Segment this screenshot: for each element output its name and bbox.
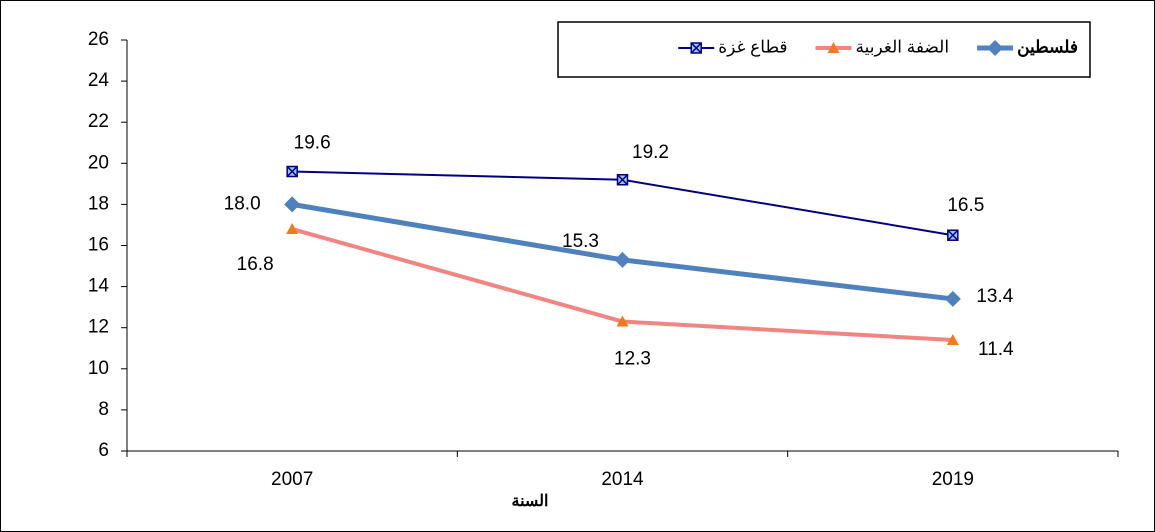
marker-cross [690, 42, 702, 54]
y-tick-label: 18 [88, 193, 109, 214]
y-tick-label: 22 [88, 111, 109, 132]
marker [827, 42, 840, 53]
y-tick-label: 20 [88, 152, 109, 173]
y-tick-label: 8 [98, 399, 109, 420]
value-label: 16.8 [237, 254, 274, 275]
value-label: 16.5 [947, 195, 984, 216]
marker [947, 229, 959, 241]
marker [987, 40, 1004, 56]
x-axis-label: السنة [512, 493, 549, 510]
y-tick-label: 16 [88, 235, 109, 256]
marker [286, 223, 299, 235]
value-label: 12.3 [614, 349, 651, 370]
y-tick-label: 10 [88, 358, 109, 379]
marker [944, 290, 961, 307]
y-tick-label: 14 [88, 276, 110, 297]
legend: فلسطين الضفة الغربية قطاع غزة [557, 21, 1091, 78]
marker [690, 42, 702, 54]
value-label: 13.4 [976, 286, 1013, 307]
value-label: 15.3 [562, 231, 599, 252]
value-label: 19.2 [632, 142, 669, 163]
value-label: 11.4 [978, 339, 1014, 360]
x-tick-label: 2014 [601, 469, 644, 490]
value-label: 19.6 [294, 133, 331, 154]
y-tick-label: 24 [88, 70, 110, 91]
legend-label: قطاع غزة [718, 37, 787, 57]
marker-cross [947, 229, 959, 241]
marker [284, 196, 301, 213]
legend-label: فلسطين [1017, 37, 1078, 57]
value-label: 18.0 [224, 193, 261, 214]
marker [946, 334, 959, 346]
x-tick-label: 2019 [932, 469, 974, 490]
legend-label: الضفة الغربية [856, 37, 950, 57]
marker [614, 251, 631, 268]
y-tick-label: 12 [88, 317, 109, 338]
y-tick-label: 6 [98, 440, 109, 461]
marker [286, 165, 298, 178]
marker [616, 315, 629, 327]
marker-cross [616, 174, 629, 186]
marker [616, 173, 629, 186]
x-tick-label: 2007 [271, 469, 313, 490]
y-tick-label: 26 [88, 29, 109, 50]
marker-cross [286, 165, 298, 178]
